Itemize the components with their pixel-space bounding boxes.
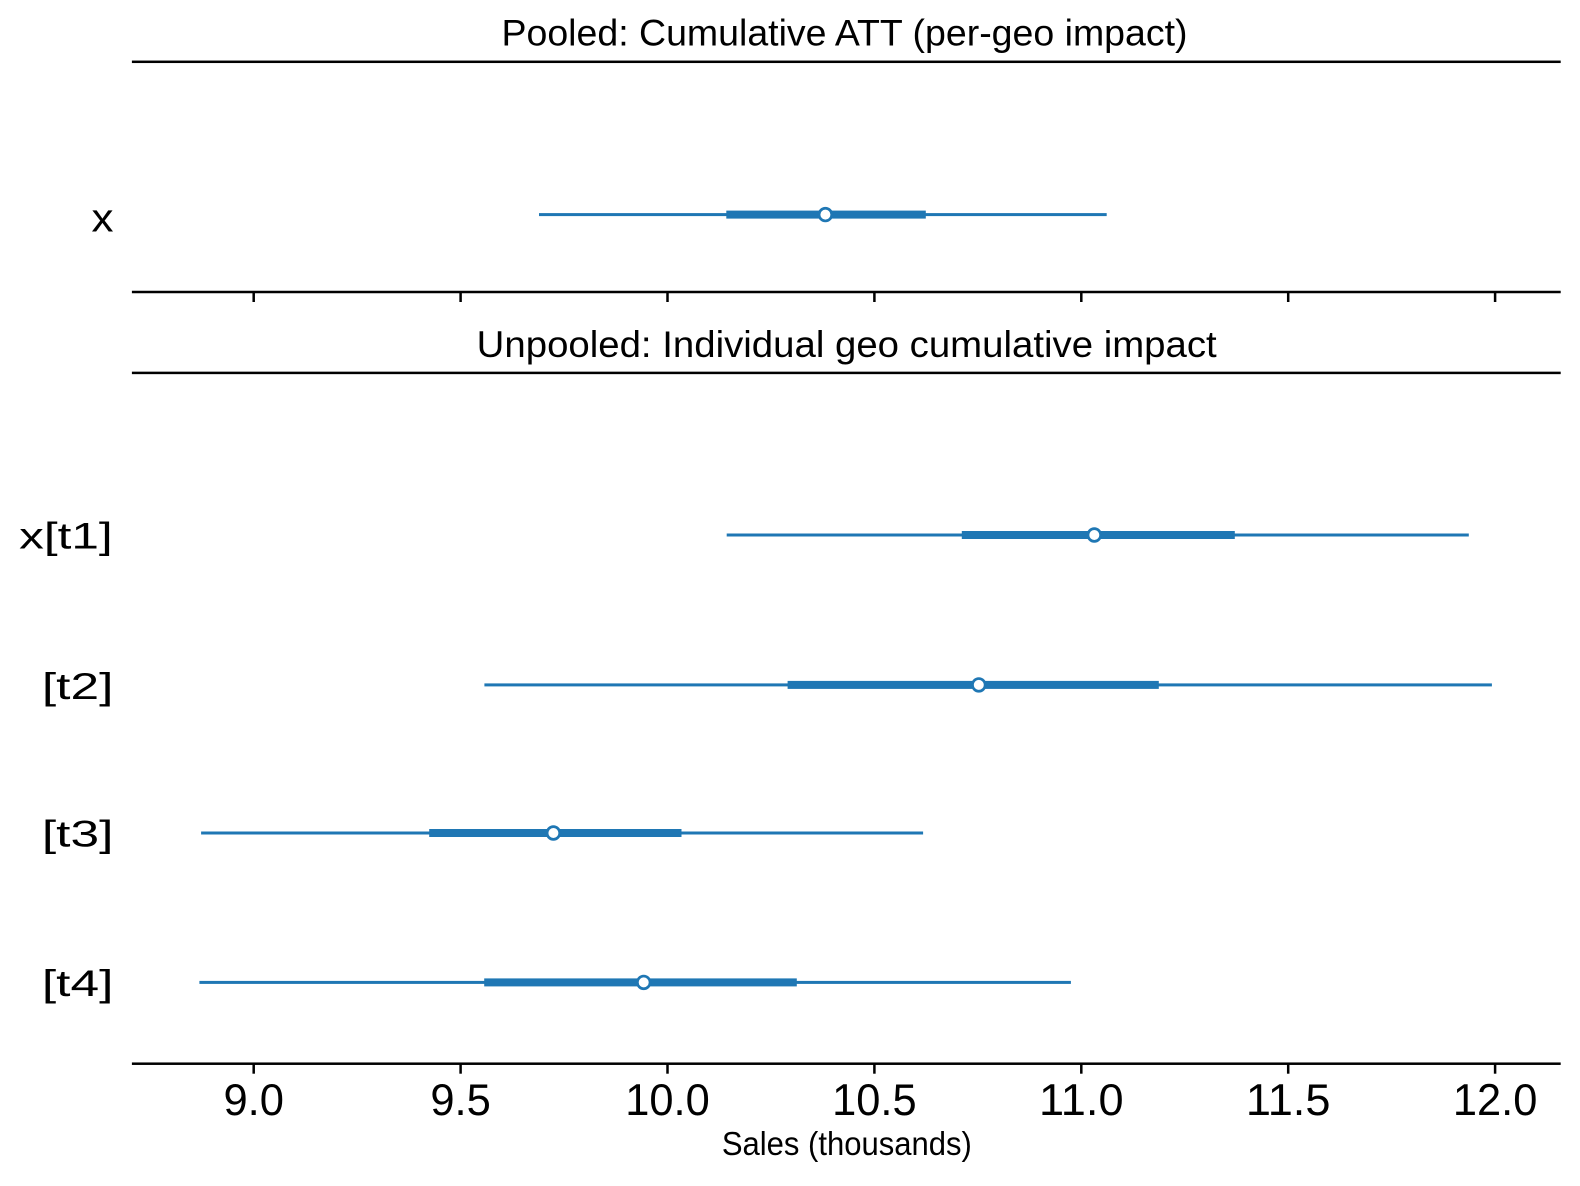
svg-text:11.5: 11.5 (1246, 1076, 1331, 1125)
svg-text:9.0: 9.0 (223, 1076, 284, 1125)
svg-text:12.0: 12.0 (1453, 1076, 1538, 1125)
svg-text:10.0: 10.0 (625, 1076, 710, 1125)
svg-text:[t3]: [t3] (42, 813, 114, 854)
svg-text:11.0: 11.0 (1039, 1076, 1124, 1125)
svg-text:x: x (92, 196, 114, 240)
svg-text:x[t1]: x[t1] (19, 516, 113, 557)
svg-text:10.5: 10.5 (832, 1076, 917, 1125)
svg-text:Sales (thousands): Sales (thousands) (722, 1126, 972, 1163)
svg-text:Pooled: Cumulative ATT (per-ge: Pooled: Cumulative ATT (per-geo impact) (502, 13, 1188, 54)
svg-text:[t2]: [t2] (42, 666, 114, 707)
svg-text:Unpooled: Individual geo cumul: Unpooled: Individual geo cumulative impa… (477, 324, 1217, 365)
svg-text:9.5: 9.5 (430, 1076, 491, 1125)
svg-text:[t4]: [t4] (42, 963, 114, 1004)
